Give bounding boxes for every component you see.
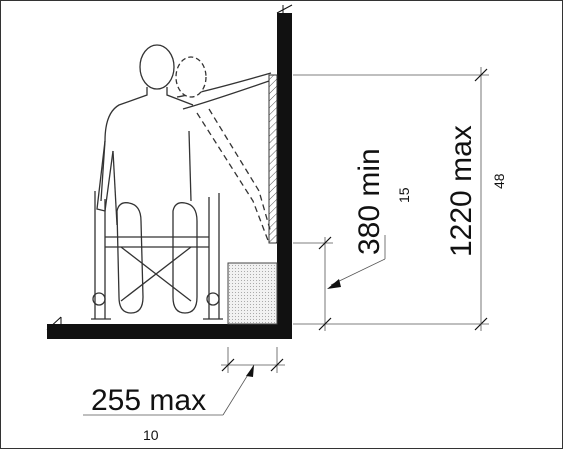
obstruction-box [227,262,278,325]
floor [46,316,277,339]
reach-min-leader-arrow [327,279,341,289]
wheelchair-user-figure [91,44,272,320]
obstruction-depth-inches: 10 [143,427,159,443]
reach-max-inches: 48 [491,173,507,189]
dimension-obstruction-depth [83,347,285,416]
wall [276,4,293,339]
reach-max-label: 1220 max [445,125,478,257]
reach-min-label: 380 min [353,148,386,255]
wall-mounted-element [268,74,278,244]
obstruction-depth-leader-arrow [246,365,254,377]
reach-min-inches: 15 [396,187,412,203]
dimension-reach-min [293,235,489,331]
dimension-reach-max [293,67,489,331]
obstruction-depth-label: 255 max [91,384,206,417]
